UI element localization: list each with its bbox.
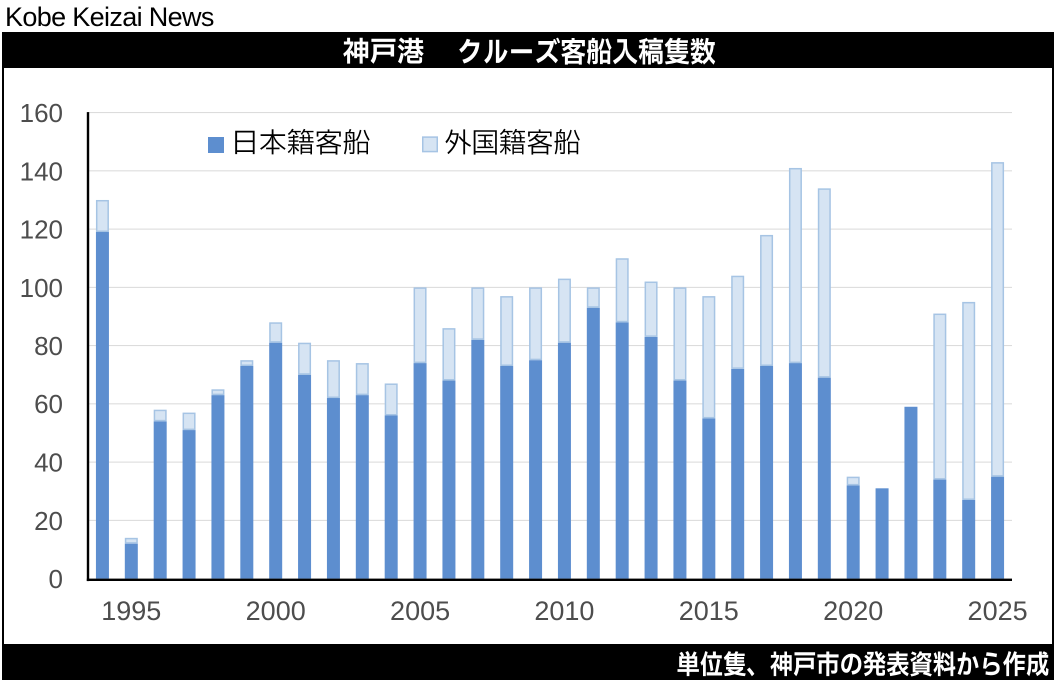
svg-text:2015: 2015: [679, 596, 739, 626]
svg-text:80: 80: [34, 331, 63, 361]
svg-text:2000: 2000: [246, 596, 306, 626]
svg-text:140: 140: [20, 156, 63, 186]
svg-text:60: 60: [34, 389, 63, 419]
svg-text:2020: 2020: [823, 596, 883, 626]
svg-text:0: 0: [49, 564, 63, 594]
svg-text:100: 100: [20, 273, 63, 303]
svg-text:2025: 2025: [968, 596, 1028, 626]
svg-text:120: 120: [20, 215, 63, 245]
svg-text:160: 160: [20, 98, 63, 128]
svg-text:20: 20: [34, 506, 63, 536]
svg-text:2005: 2005: [390, 596, 450, 626]
svg-text:2010: 2010: [534, 596, 594, 626]
svg-text:1995: 1995: [101, 596, 161, 626]
svg-text:40: 40: [34, 448, 63, 478]
